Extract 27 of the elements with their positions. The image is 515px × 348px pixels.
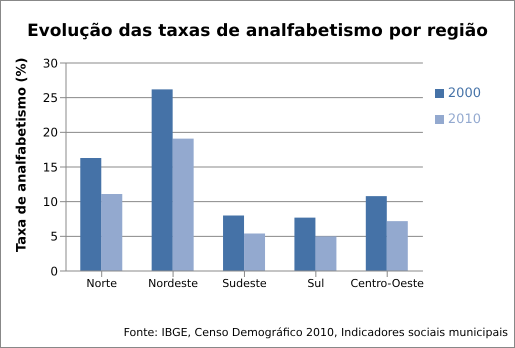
x-tick-label: Sudeste: [222, 276, 267, 290]
bar: [172, 138, 194, 271]
y-tick-label: 30: [42, 56, 58, 70]
y-tick-label: 25: [42, 90, 58, 105]
y-tick-label: 10: [42, 194, 58, 209]
y-tick-label: 5: [50, 230, 58, 244]
y-tick-label: 20: [42, 126, 58, 140]
bar: [101, 194, 122, 271]
y-tick-label: 0: [50, 264, 58, 278]
legend-label: 2000: [448, 86, 481, 101]
bar: [294, 218, 316, 271]
x-tick-label: Sul: [307, 276, 324, 290]
bar: [315, 236, 336, 271]
x-tick-label: Centro-Oeste: [350, 276, 424, 290]
x-tick-label: Nordeste: [148, 276, 198, 290]
x-tick-label: Norte: [86, 276, 118, 290]
bar: [244, 234, 266, 271]
source-note: Fonte: IBGE, Censo Demográfico 2010, Indicadores sociais municipais: [124, 326, 508, 339]
y-axis-title: Taxa de analfabetismo (%): [14, 58, 30, 252]
bar: [223, 216, 244, 271]
bar: [152, 89, 173, 271]
legend-label: 2010: [448, 112, 481, 127]
chart-title: Evolução das taxas de analfabetismo por região: [26, 21, 489, 41]
bar: [366, 196, 387, 271]
bar: [386, 221, 408, 271]
bar: [80, 158, 102, 271]
y-tick-label: 15: [42, 160, 58, 174]
